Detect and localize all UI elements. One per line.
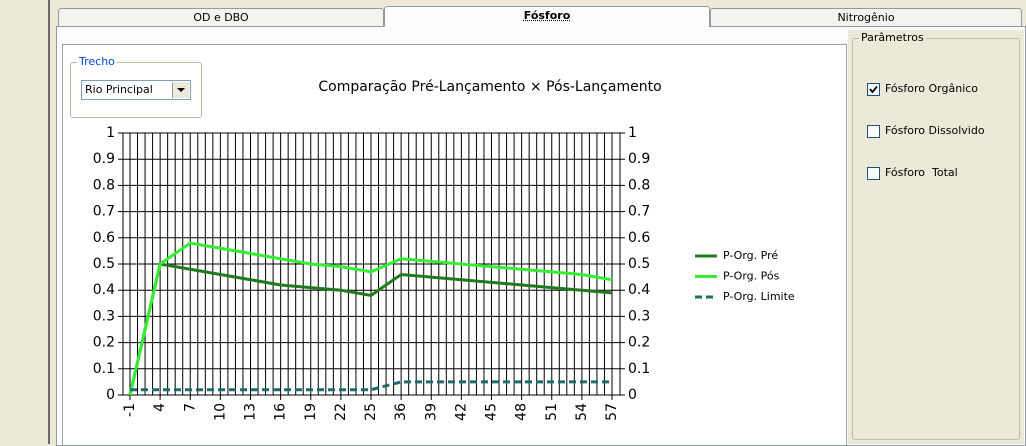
checkbox[interactable] (867, 125, 880, 138)
arrow-icon (177, 88, 185, 92)
group-label: Parâmetros (859, 31, 926, 44)
tab[interactable]: Nitrogênio (710, 8, 1022, 26)
x-tick-label: 51 (544, 403, 560, 421)
y2-tick-label: 0.4 (628, 282, 650, 298)
y-tick-label: 0 (106, 387, 115, 403)
trecho-group: Trecho Rio Principal (70, 55, 202, 118)
y2-tick-label: 0.5 (628, 256, 650, 272)
x-tick-label: 22 (333, 403, 349, 421)
x-tick-label: 16 (273, 403, 289, 421)
y2-tick-label: 0.1 (628, 361, 650, 377)
y-tick-label: 0.6 (93, 230, 115, 246)
legend-label: P-Org. Pós (723, 270, 780, 283)
x-tick-label: 57 (604, 403, 620, 421)
y2-tick-label: 0.6 (628, 230, 650, 246)
left-pane (0, 0, 50, 444)
combo-box[interactable]: Rio Principal (81, 80, 191, 100)
y-tick-label: 0.3 (93, 308, 115, 324)
x-tick-label: 10 (212, 403, 228, 421)
group-label: Trecho (77, 55, 117, 68)
x-tick-label: 39 (423, 403, 439, 421)
legend-label: P-Org. Limite (723, 290, 795, 303)
x-tick-label: 48 (514, 403, 530, 421)
y-tick-label: 0.5 (93, 256, 115, 272)
chart-title: Comparação Pré-Lançamento × Pós-Lançamen… (318, 79, 661, 95)
checkbox-label: Fósforo Dissolvido (885, 124, 985, 137)
checkbox-label: Fósforo Orgânico (885, 82, 979, 95)
x-tick-label: 4 (152, 403, 168, 412)
x-tick-label: 25 (363, 403, 379, 421)
y-tick-label: 0.4 (93, 282, 115, 298)
y2-tick-label: 0.7 (628, 204, 650, 220)
y-tick-label: 0.9 (93, 151, 115, 167)
x-tick-label: 45 (484, 403, 500, 421)
x-tick-label: 42 (453, 403, 469, 421)
y2-tick-label: 0 (628, 387, 637, 403)
checkbox[interactable] (867, 167, 880, 180)
x-tick-label: 19 (303, 403, 319, 421)
check-mark (869, 85, 878, 94)
y2-tick-label: 0.9 (628, 151, 650, 167)
combo-arrow[interactable] (172, 82, 189, 98)
series-line (130, 380, 612, 392)
x-tick-label: 54 (574, 403, 590, 421)
tab[interactable]: OD e DBO (58, 8, 384, 26)
y2-tick-label: 0.2 (628, 335, 650, 351)
y-tick-label: 1 (106, 125, 115, 141)
series-line (128, 241, 613, 396)
y-tick-label: 0.1 (93, 361, 115, 377)
checkbox[interactable] (867, 83, 880, 96)
y-tick-label: 0.2 (93, 335, 115, 351)
x-tick-label: -1 (122, 403, 138, 417)
y2-tick-label: 0.3 (628, 308, 650, 324)
legend-label: P-Org. Pré (723, 249, 778, 262)
series-line (128, 262, 613, 396)
tab-selected[interactable]: Fósforo (384, 6, 710, 27)
y-tick-label: 0.7 (93, 204, 115, 220)
x-tick-label: 13 (243, 403, 259, 421)
y2-tick-label: 1 (628, 125, 637, 141)
combo-value: Rio Principal (85, 83, 153, 96)
parameters-group: Parâmetros Fósforo Orgânico Fósforo Disso… (852, 31, 1020, 440)
y2-tick-label: 0.8 (628, 177, 650, 193)
checkbox-label: Fósforo Total (885, 166, 958, 179)
x-tick-label: 36 (393, 403, 409, 421)
x-tick-label: 7 (182, 403, 198, 412)
y-tick-label: 0.8 (93, 177, 115, 193)
